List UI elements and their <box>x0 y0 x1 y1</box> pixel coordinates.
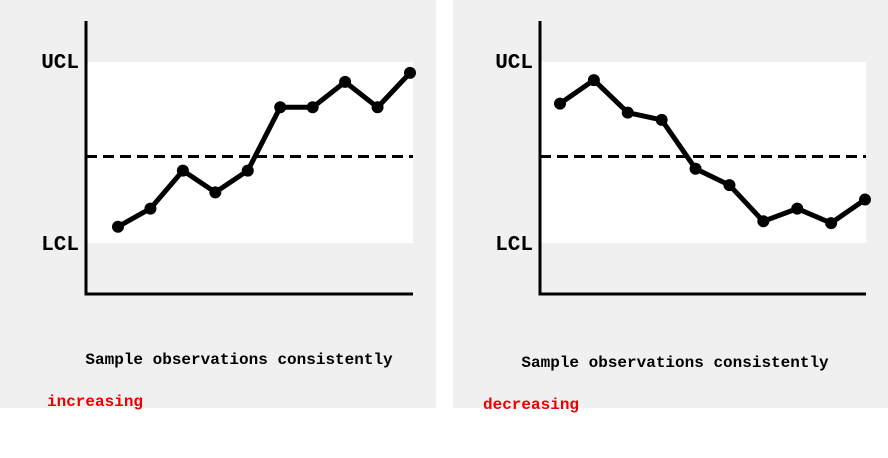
data-point <box>723 179 736 192</box>
data-point <box>689 162 702 175</box>
data-point <box>655 113 668 126</box>
caption-text: Sample observations consistently <box>85 351 393 369</box>
data-point <box>791 202 804 215</box>
data-point <box>241 164 254 177</box>
control-chart-decreasing: UCL LCL <box>495 21 871 296</box>
data-point <box>112 220 124 233</box>
data-point <box>554 97 566 110</box>
data-point <box>339 75 352 88</box>
lcl-label: LCL <box>495 234 533 257</box>
caption-highlight: increasing <box>47 393 144 411</box>
data-point <box>404 66 416 79</box>
data-point <box>176 164 189 177</box>
ucl-label: UCL <box>495 52 533 75</box>
data-point <box>306 101 319 114</box>
data-point <box>144 202 157 215</box>
data-point <box>274 101 287 114</box>
series-line <box>115 70 413 230</box>
chart-panel-decreasing: UCL LCL Sample observations consistently … <box>453 0 888 414</box>
chart-caption: Sample observations consistently increas… <box>47 329 393 455</box>
data-point <box>621 106 634 119</box>
data-point <box>209 186 222 199</box>
data-point <box>859 193 871 206</box>
caption-text: Sample observations consistently <box>521 354 829 372</box>
ucl-label: UCL <box>41 52 79 75</box>
series-line <box>557 77 868 226</box>
data-point <box>757 215 770 228</box>
lcl-label: LCL <box>41 234 79 257</box>
caption-highlight: decreasing <box>483 396 580 414</box>
chart-panel-increasing: UCL LCL Sample observations consistently … <box>0 0 436 411</box>
control-chart-increasing: UCL LCL <box>41 21 416 296</box>
data-point <box>587 74 600 87</box>
data-point <box>825 217 838 230</box>
data-point <box>371 101 384 114</box>
chart-caption: Sample observations consistently decreas… <box>483 332 829 458</box>
